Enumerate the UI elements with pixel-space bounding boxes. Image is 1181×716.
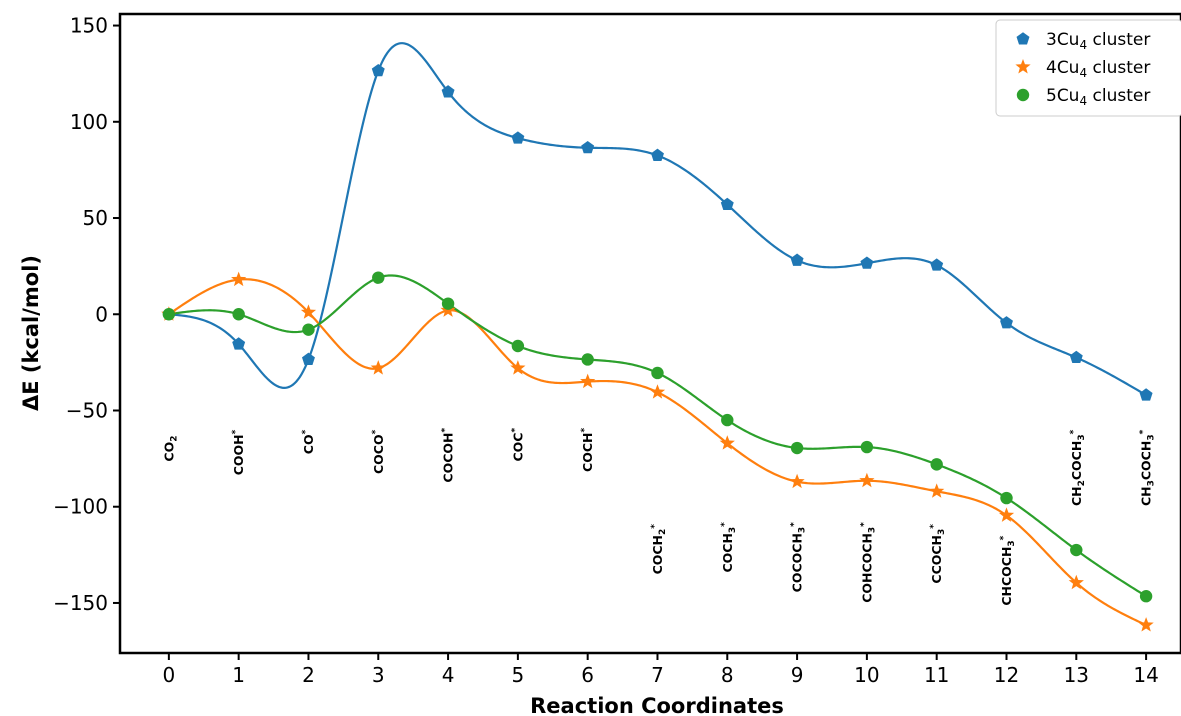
y-tick-label: −100 — [53, 495, 108, 519]
series-2-point — [649, 384, 666, 399]
species-label: COHCOCH3* — [859, 522, 877, 603]
series-3-point — [511, 339, 525, 353]
species-label: COCH3* — [720, 522, 738, 573]
series-2-point — [510, 360, 526, 375]
series-3-point — [232, 308, 245, 321]
series-2-point — [789, 473, 805, 489]
x-tick-label: 7 — [651, 663, 664, 687]
legend-marker-2 — [1015, 59, 1031, 74]
series-2-point — [300, 304, 317, 319]
series-3-point — [790, 441, 804, 455]
x-tick-label: 11 — [924, 663, 949, 687]
y-tick-label: −150 — [53, 591, 108, 615]
series-3-point — [162, 308, 176, 321]
species-annotations: CO2 COOH* CO* COCO* COCOH* COC* COCH* COCH2* COC… — [161, 428, 1156, 606]
series-3-point — [860, 440, 874, 454]
series-2-point — [1138, 617, 1154, 632]
y-tick-label: 150 — [70, 14, 108, 38]
series-2-point — [859, 472, 875, 488]
species-label: CCOCH3* — [929, 524, 947, 584]
species-label: COCOH* — [441, 428, 456, 483]
series-2-point — [719, 435, 735, 450]
x-tick-label: 8 — [721, 663, 734, 687]
series-2-point — [1068, 574, 1084, 590]
series-1-point — [581, 140, 595, 154]
species-label: COCOCH3* — [790, 522, 808, 593]
series-1-point — [232, 337, 246, 350]
series-1-point — [1000, 316, 1013, 329]
series-1-point — [441, 85, 455, 98]
x-tick-label: 12 — [994, 663, 1019, 687]
series-3-point — [581, 353, 594, 366]
species-label: CO2 — [161, 436, 179, 462]
x-tick-label: 9 — [791, 663, 804, 687]
x-axis-title: Reaction Coordinates — [530, 694, 784, 716]
series-1-point — [930, 258, 944, 271]
legend-marker-1 — [1016, 32, 1030, 45]
species-label: CO* — [301, 429, 316, 454]
species-label: COC* — [510, 428, 525, 462]
series-2-point — [370, 360, 386, 375]
species-label: COCH* — [580, 428, 595, 472]
x-tick-label: 0 — [162, 663, 175, 687]
y-axis-title: ΔE (kcal/mol) — [19, 255, 43, 411]
x-tick-label: 5 — [512, 663, 525, 687]
species-label: CH2COCH3* — [1069, 429, 1087, 506]
series-2-point — [580, 373, 596, 389]
series-3-point — [1000, 491, 1013, 505]
species-label: CH3COCH3* — [1139, 429, 1157, 506]
y-tick-label: 50 — [83, 206, 108, 230]
series-3-point — [721, 413, 734, 427]
series-2-point — [929, 483, 945, 498]
series-markers — [161, 63, 1154, 632]
series-1-point — [302, 352, 315, 365]
species-label: COCH2* — [650, 524, 668, 575]
x-tick-label: 3 — [372, 663, 385, 687]
series-1-point — [651, 148, 664, 161]
legend-label-2: 4Cu4 cluster — [1046, 58, 1150, 80]
x-tick-label: 14 — [1133, 663, 1158, 687]
series-2-point — [998, 507, 1015, 522]
plot-frame — [118, 12, 1181, 655]
x-tick-label: 13 — [1064, 663, 1089, 687]
legend: 3Cu4 cluster 4Cu4 cluster 5Cu4 cluster — [995, 19, 1181, 117]
legend-label-1: 3Cu4 cluster — [1046, 30, 1150, 52]
series-3-point — [930, 458, 943, 471]
series-3-point — [302, 323, 315, 336]
series-3-point — [651, 366, 664, 380]
series-3-point — [1070, 543, 1083, 557]
legend-label-3: 5Cu4 cluster — [1046, 86, 1150, 108]
x-tick-label: 6 — [581, 663, 594, 687]
series-1-point — [1069, 350, 1083, 364]
axes — [118, 12, 1181, 655]
species-label: CHCOCH3* — [999, 535, 1017, 605]
series-3-point — [372, 271, 385, 284]
legend-box — [995, 19, 1181, 117]
series-1-point — [1139, 388, 1153, 401]
y-tick-label: 100 — [70, 110, 108, 134]
species-label: COCO* — [371, 429, 386, 474]
series-3-point — [1139, 590, 1153, 603]
series-1-point — [790, 253, 804, 266]
series-1-point — [371, 63, 385, 77]
x-tick-label: 10 — [854, 663, 879, 687]
legend-marker-3 — [1016, 88, 1030, 102]
series-2-point — [231, 271, 247, 287]
x-tick-label: 1 — [232, 663, 245, 687]
y-tick-label: −50 — [66, 398, 108, 422]
y-tick-label: 0 — [95, 302, 108, 326]
series-1-point — [860, 256, 874, 269]
series-1-point — [720, 197, 734, 211]
x-tick-label: 4 — [442, 663, 455, 687]
x-tick-label: 2 — [302, 663, 315, 687]
series-1-point — [511, 131, 525, 144]
series-3-point — [441, 297, 455, 310]
species-label: COOH* — [231, 429, 246, 475]
